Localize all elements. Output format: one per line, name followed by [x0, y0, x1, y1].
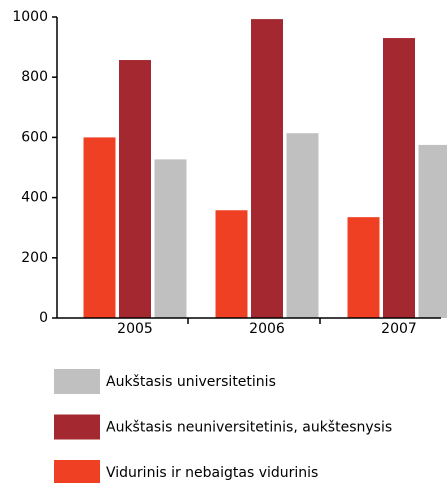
y-tick-label: 0 [39, 310, 48, 326]
bar [383, 38, 415, 318]
legend-label: Aukštasis neuniversitetinis, aukštesnysi… [106, 420, 392, 436]
bar [347, 217, 380, 318]
bar [251, 19, 283, 319]
y-tick-label: 400 [21, 190, 48, 206]
bar [154, 159, 187, 318]
y-tick-label: 1000 [12, 9, 48, 25]
bar [119, 60, 151, 318]
x-tick-label: 2005 [117, 321, 153, 337]
bar [83, 137, 116, 318]
legend-swatch [54, 414, 100, 440]
x-tick-label: 2006 [249, 321, 285, 337]
y-tick-label: 800 [21, 69, 48, 85]
x-tick-label: 2007 [381, 321, 417, 337]
legend-label: Vidurinis ir nebaigtas vidurinis [106, 465, 318, 481]
y-tick-label: 600 [21, 129, 48, 145]
legend-swatch [54, 369, 100, 394]
legend-label: Aukštasis universitetinis [106, 374, 276, 390]
bar [286, 133, 319, 318]
legend-swatch [54, 460, 100, 483]
y-tick-label: 200 [21, 250, 48, 266]
bar [215, 210, 248, 318]
bar [418, 144, 447, 318]
